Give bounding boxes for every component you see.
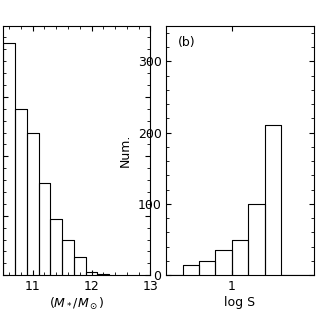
Text: (b): (b)	[178, 36, 196, 49]
Y-axis label: Num.: Num.	[119, 134, 132, 167]
X-axis label: $(M_*/M_\odot)$: $(M_*/M_\odot)$	[49, 296, 105, 312]
X-axis label: log S: log S	[224, 296, 256, 309]
